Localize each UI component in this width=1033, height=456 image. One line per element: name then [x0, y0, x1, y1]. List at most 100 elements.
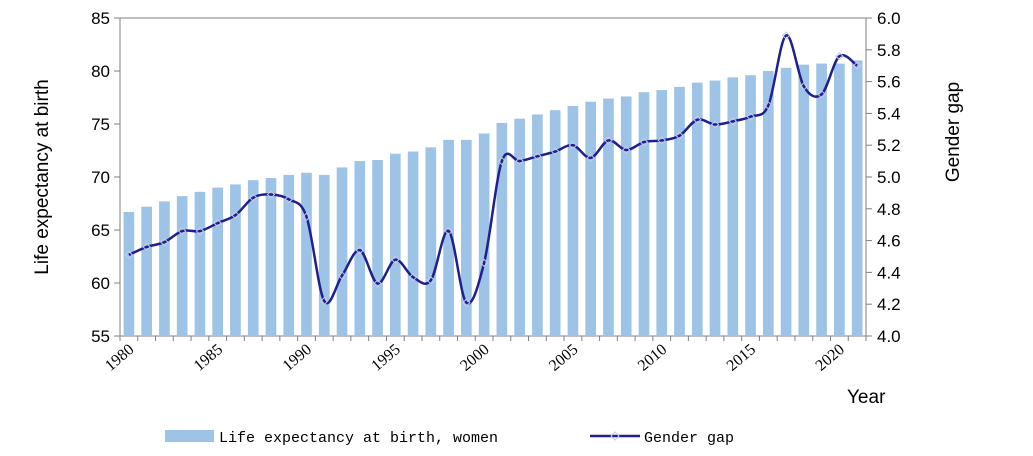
gender-gap-point-2021 [852, 61, 862, 70]
bar-1984 [194, 191, 206, 336]
y-tick-label: 80 [91, 62, 110, 81]
bar-2005 [567, 105, 579, 336]
y2-tick-label: 4.2 [877, 295, 901, 314]
line-layer [124, 31, 862, 307]
bar-1997 [425, 147, 437, 336]
bar-1981 [141, 206, 152, 336]
y-tick-label: 85 [91, 9, 110, 28]
bar-2021 [851, 60, 863, 337]
gender-gap-point-2012 [693, 115, 702, 124]
x-tick-label: 1980 [102, 341, 137, 375]
bar-2000 [478, 133, 490, 336]
bar-1994 [372, 160, 383, 336]
x-axis-label: Year [847, 387, 886, 408]
bar-2010 [656, 90, 668, 336]
gender-gap-point-2015 [746, 112, 755, 121]
bar-2016 [762, 71, 774, 336]
gender-gap-point-2001 [497, 156, 507, 166]
bar-2008 [620, 96, 632, 336]
y-axis-label: Life expectancy at birth [32, 79, 53, 274]
bar-1987 [247, 180, 259, 336]
bar-2004 [549, 110, 561, 336]
gender-gap-point-2018 [799, 82, 809, 91]
gender-gap-point-2016 [764, 101, 773, 110]
gender-gap-point-2013 [710, 120, 720, 129]
gender-gap-point-1998 [444, 226, 453, 236]
gender-gap-line [128, 34, 858, 305]
bar-1989 [283, 174, 295, 336]
gender-gap-point-2008 [622, 145, 631, 155]
gender-gap-point-2004 [550, 147, 560, 156]
gender-gap-point-1992 [337, 271, 347, 280]
y2-tick-label: 4.6 [877, 232, 901, 251]
legend-label-line: Gender gap [644, 430, 734, 447]
legend-line-marker [610, 431, 620, 441]
x-tick-label: 2000 [457, 341, 492, 375]
bar-2012 [691, 82, 703, 336]
gender-gap-point-1987 [249, 193, 258, 202]
x-tick-label: 1990 [280, 341, 315, 375]
bar-1993 [354, 161, 366, 336]
gender-gap-point-1984 [195, 226, 205, 236]
bar-1983 [176, 196, 188, 336]
bar-2013 [709, 80, 721, 336]
right-axis-ticks: 4.0 4.2 4.4 4.6 4.8 5.0 5.2 5.4 5.6 5.8 6.0 [866, 9, 901, 346]
gender-gap-point-1982 [160, 237, 169, 247]
gender-gap-point-2017 [781, 31, 791, 40]
bar-2007 [603, 98, 614, 336]
x-tick-label: 1985 [191, 341, 226, 375]
gender-gap-point-1991 [320, 296, 329, 306]
bar-2001 [496, 122, 508, 336]
gender-gap-point-1997 [426, 276, 436, 285]
bar-1996 [407, 151, 419, 336]
gender-gap-point-1996 [408, 272, 418, 282]
gender-gap-point-2019 [817, 90, 826, 99]
y2-tick-label: 5.0 [877, 168, 901, 187]
bars-layer [123, 60, 863, 337]
gender-gap-point-2003 [533, 152, 542, 161]
legend-label-bars: Life expectancy at birth, women [219, 430, 498, 447]
y2-tick-label: 6.0 [877, 9, 901, 28]
y2-tick-label: 5.8 [877, 41, 901, 60]
y2-tick-label: 4.8 [877, 200, 901, 219]
bar-2017 [780, 67, 792, 336]
bar-2020 [834, 63, 845, 336]
bar-1986 [230, 184, 241, 336]
gender-gap-point-1995 [391, 255, 400, 264]
gender-gap-point-2007 [604, 136, 613, 145]
x-axis-ticks: 1980 1985 1990 1995 2000 2005 2010 2015 2020 [102, 336, 867, 375]
y2-axis-label: Gender gap [943, 82, 964, 182]
bar-1985 [212, 187, 224, 336]
bar-1995 [389, 153, 401, 336]
y-tick-label: 60 [91, 274, 110, 293]
gender-gap-point-1985 [213, 218, 222, 228]
bar-1998 [443, 139, 454, 336]
bar-2018 [798, 64, 810, 336]
gender-gap-point-2002 [515, 156, 524, 166]
y2-tick-label: 4.0 [877, 327, 901, 346]
bar-1990 [301, 172, 312, 336]
gender-gap-point-1993 [355, 245, 364, 255]
gender-gap-point-2006 [586, 153, 595, 163]
plot-area-frame [119, 17, 867, 337]
bar-2009 [638, 92, 650, 336]
x-tick-label: 2010 [635, 341, 670, 375]
gender-gap-point-1980 [124, 250, 134, 260]
x-tick-label: 2005 [546, 341, 581, 375]
bar-2003 [532, 114, 543, 337]
gender-gap-point-1990 [302, 212, 311, 221]
gender-gap-point-2020 [835, 51, 844, 61]
bar-1982 [159, 201, 170, 336]
legend-bar-swatch [165, 430, 214, 442]
y2-tick-label: 5.2 [877, 136, 901, 155]
x-tick-label: 2020 [812, 341, 847, 375]
gender-gap-point-2011 [675, 131, 684, 140]
y-tick-label: 55 [91, 327, 110, 346]
gender-gap-point-1988 [266, 190, 276, 199]
gender-gap-point-2014 [728, 117, 737, 126]
bar-2011 [674, 86, 685, 337]
gender-gap-point-1989 [284, 195, 293, 204]
bar-1991 [318, 174, 330, 336]
bar-2014 [727, 77, 739, 337]
